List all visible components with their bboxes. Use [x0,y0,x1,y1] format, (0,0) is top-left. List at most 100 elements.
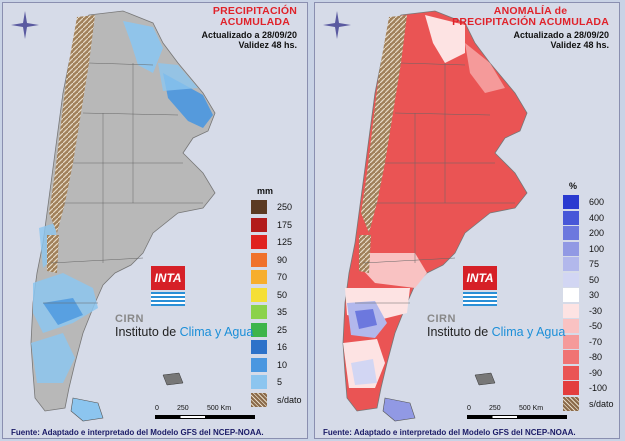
scale-tick-0: 0 [467,405,471,412]
legend-swatch [563,303,579,318]
legend-swatch [563,334,579,349]
legend-label: 25 [277,324,288,335]
scale-bar-graphic [155,415,255,419]
legend-item: 5 [251,375,307,390]
institute-logo: CIRN Instituto de Clima y Agua [115,313,253,339]
legend-item: 600 [563,195,619,210]
institute-logo: CIRN Instituto de Clima y Agua [427,313,565,339]
legend-swatch [563,365,579,380]
legend-item: s/dato [563,396,619,412]
updated-date: Actualizado a 28/09/20 [513,30,609,40]
legend-item: 125 [251,235,307,250]
legend-swatch [251,252,267,267]
scale-bar: 0 250 500 Km [155,405,255,425]
legend-item: 250 [251,200,307,215]
panel-title: PRECIPITACIÓN ACUMULADA [213,6,297,28]
legend-swatch [563,195,579,209]
legend-label: 600 [589,197,605,207]
legend-item: 16 [251,340,307,355]
scale-tick-1: 250 [489,405,501,412]
legend-label: s/dato [589,398,614,409]
cirn-label: CIRN [427,313,456,325]
scale-tick-0: 0 [155,405,159,412]
legend-swatch [563,226,579,240]
legend-swatch [251,270,267,284]
legend-label: 5 [277,377,283,387]
legend-label: 400 [589,212,605,223]
legend-item: 50 [563,272,619,288]
legend-item: 10 [251,357,307,373]
legend-item: 175 [251,217,307,233]
legend-label: 16 [277,342,288,352]
validity: Validez 48 hs. [238,40,297,50]
legend-swatch [251,235,267,249]
legend-swatch [251,305,267,319]
legend-item: -90 [563,365,619,381]
legend-swatch [251,200,267,214]
scale-bar-graphic [467,415,567,419]
institute-name-b: Clima y Agua [491,325,566,339]
legend-item: 75 [563,257,619,272]
legend-label: -30 [589,305,603,316]
legend-swatch [563,381,579,395]
legend-label: -50 [589,321,603,331]
legend-swatch [563,350,579,364]
panel-precipitation: PRECIPITACIÓN ACUMULADA Actualizado a 28… [2,2,308,439]
legend-label: -80 [589,352,603,362]
legend-label: 125 [277,237,293,247]
update-info: Actualizado a 28/09/20 Validez 48 hs. [201,30,297,50]
legend-swatch [563,319,579,333]
panel-title: ANOMALÍA de PRECIPITACIÓN ACUMULADA [452,6,609,28]
legend-item: -80 [563,350,619,365]
legend-swatch [251,392,267,407]
legend-item: 35 [251,305,307,320]
legend-label: 35 [277,307,288,317]
legend-label: 50 [589,274,600,285]
legend-item: 90 [251,252,307,268]
institute-name-b: Clima y Agua [179,325,254,339]
title-line-2: ACUMULADA [219,16,290,28]
legend-label: 100 [589,243,605,254]
legend-swatch [563,272,579,287]
legend-swatch [251,287,267,302]
legend-label: 50 [277,289,288,300]
inta-logo-text: INTA [151,266,185,290]
title-line-1: PRECIPITACIÓN [212,5,297,17]
legend-item: -100 [563,381,619,396]
updated-date: Actualizado a 28/09/20 [201,30,297,40]
legend-label: 10 [277,359,288,370]
source-note: Fuente: Adaptado e interpretado del Mode… [11,428,264,437]
legend-item: -70 [563,334,619,350]
legend-label: 250 [277,202,293,212]
legend-label: 75 [589,259,600,269]
legend-label: -90 [589,367,603,378]
legend-item: 100 [563,241,619,257]
legend-item: -50 [563,319,619,334]
compass-icon [11,11,39,39]
inta-logo: INTA [151,266,185,306]
scale-tick-2: 500 Km [207,405,232,412]
title-line-1: ANOMALÍA de [493,5,568,17]
institute-name: Instituto de Clima y Agua [427,325,565,339]
inta-logo-stripes [151,292,185,306]
legend-item: 400 [563,210,619,226]
scale-tick-1: 250 [177,405,189,412]
scale-bar: 0 250 500 Km [467,405,567,425]
legend-unit: mm [257,186,274,196]
legend-label: 70 [277,272,288,282]
legend-unit: % [569,181,578,191]
legend-item: s/dato [251,392,307,408]
legend-swatch [251,340,267,354]
legend-swatch [563,210,579,225]
legend-item: 30 [563,288,619,303]
legend-swatch [563,288,579,302]
source-note: Fuente: Adaptado e interpretado del Mode… [323,428,576,437]
legend-swatch [251,357,267,372]
legend-swatch [563,257,579,271]
legend-item: 50 [251,287,307,303]
inta-logo-text: INTA [463,266,497,290]
inta-logo-stripes [463,292,497,306]
legend-label: s/dato [277,394,302,405]
institute-name: Instituto de Clima y Agua [115,325,253,339]
